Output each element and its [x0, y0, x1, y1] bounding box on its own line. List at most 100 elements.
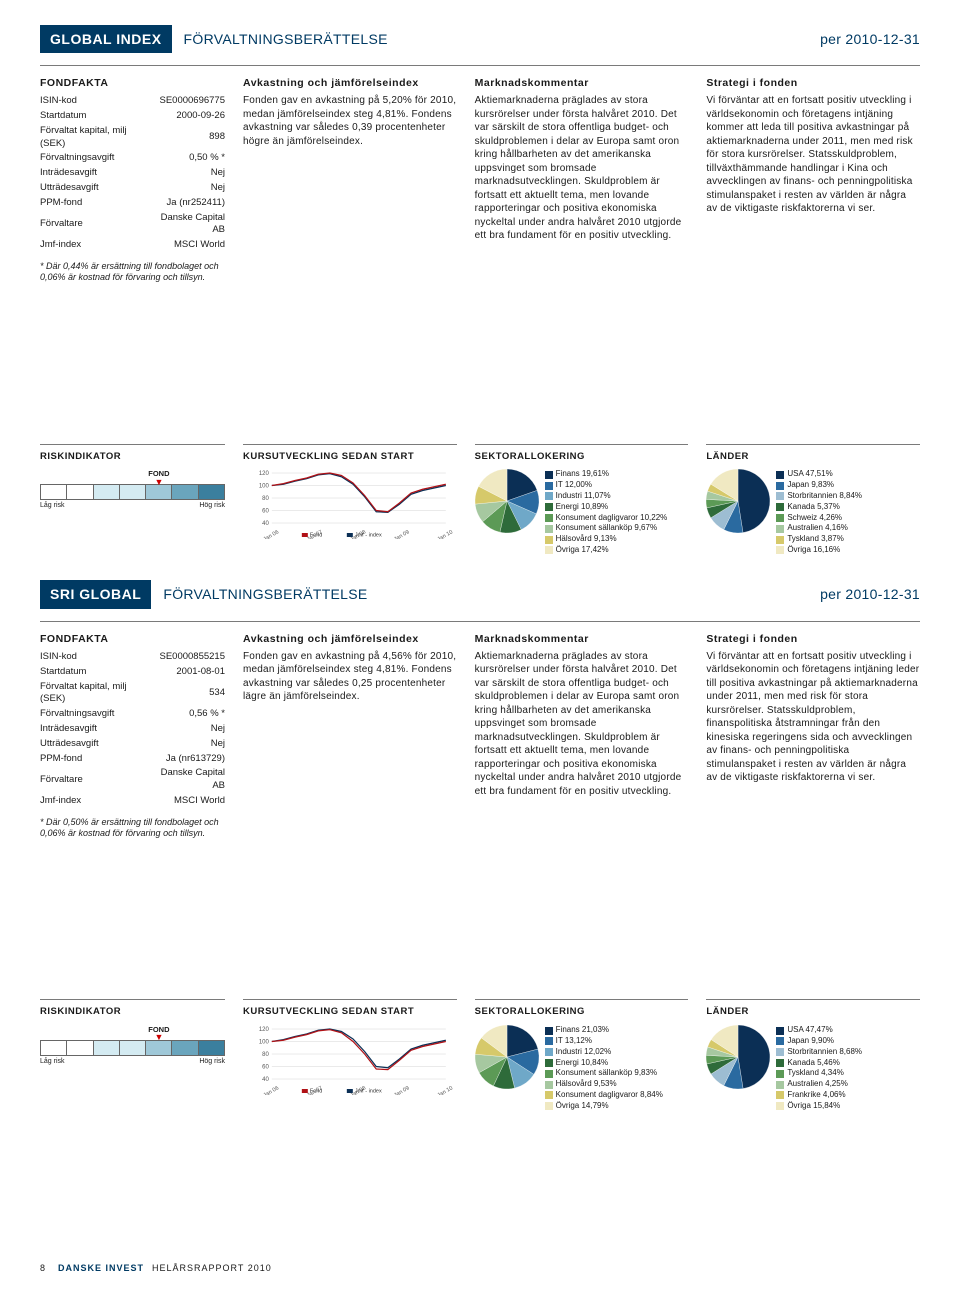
svg-text:Jan 09: Jan 09	[393, 530, 410, 540]
table-row: InträdesavgiftNej	[40, 722, 225, 737]
widget-head: KURSUTVECKLING SEDAN START	[243, 451, 457, 464]
legend-row: Finans 21,03%	[545, 1025, 689, 1036]
svg-text:60: 60	[262, 1065, 269, 1071]
line-chart: KURSUTVECKLING SEDAN START120100806040Ja…	[243, 1006, 457, 1099]
page-footer: 8DANSKE INVESTHELÅRSRAPPORT 2010	[40, 1262, 920, 1274]
table-row: FörvaltareDanske Capital AB	[40, 211, 225, 239]
banner-title: GLOBAL INDEX	[40, 25, 172, 54]
fact-key: PPM-fond	[40, 752, 148, 767]
pie-widget: LÄNDERUSA 47,51%Japan 9,83%Storbritannie…	[706, 451, 920, 556]
svg-text:40: 40	[262, 1077, 269, 1083]
svg-text:Jan 10: Jan 10	[437, 530, 454, 540]
svg-text:100: 100	[259, 1040, 270, 1046]
risk-indicator: RISKINDIKATORFOND▼Låg riskHög risk	[40, 1006, 225, 1067]
legend-swatch	[545, 1037, 553, 1045]
legend-row: Storbritannien 8,68%	[776, 1047, 920, 1058]
legend-row: Konsument dagligvaror 10,22%	[545, 513, 689, 524]
legend-swatch	[545, 1048, 553, 1056]
legend-row: Övriga 14,79%	[545, 1101, 689, 1112]
risk-indicator: RISKINDIKATORFOND▼Låg riskHög risk	[40, 451, 225, 512]
legend-row: Övriga 17,42%	[545, 545, 689, 556]
col-body: Fonden gav en avkastning på 5,20% för 20…	[243, 94, 457, 148]
widget-head: RISKINDIKATOR	[40, 451, 225, 464]
legend-label: Tyskland 4,34%	[787, 1068, 843, 1079]
legend-swatch	[776, 1037, 784, 1045]
fact-val: 534	[148, 680, 225, 708]
text-col: Strategi i fondenVi förväntar att en for…	[706, 76, 920, 284]
legend-swatch	[776, 1027, 784, 1035]
fact-val: 0,50 % *	[148, 151, 225, 166]
col-body: Aktiemarknaderna präglades av stora kurs…	[475, 94, 689, 243]
fondfakta: FONDFAKTAISIN-kodSE0000696775Startdatum2…	[40, 76, 225, 284]
text-col: Avkastning och jämförelseindexFonden gav…	[243, 632, 457, 840]
legend-row: Finans 19,61%	[545, 469, 689, 480]
legend-swatch	[776, 514, 784, 522]
widget-head: KURSUTVECKLING SEDAN START	[243, 1006, 457, 1019]
table-row: ISIN-kodSE0000855215	[40, 650, 225, 665]
legend-label: Kanada 5,37%	[787, 502, 840, 513]
legend-label: Japan 9,90%	[787, 1036, 834, 1047]
widget-row: RISKINDIKATORFOND▼Låg riskHög risk KURSUT…	[40, 444, 920, 556]
legend-swatch	[545, 525, 553, 533]
legend-label: Hälsovård 9,13%	[556, 534, 617, 545]
fact-footnote: * Där 0,50% är ersättning till fondbolag…	[40, 817, 225, 840]
legend-swatch	[776, 546, 784, 554]
legend-label: Schweiz 4,26%	[787, 513, 842, 524]
legend-row: Frankrike 4,06%	[776, 1090, 920, 1101]
fact-val: Ja (nr613729)	[148, 752, 225, 767]
text-col: Strategi i fondenVi förväntar att en for…	[706, 632, 920, 840]
legend-label: Japan 9,83%	[787, 480, 834, 491]
col-head: Avkastning och jämförelseindex	[243, 76, 457, 90]
legend-label: Tyskland 3,87%	[787, 534, 843, 545]
legend-label: USA 47,47%	[787, 1025, 832, 1036]
fact-key: Utträdesavgift	[40, 737, 148, 752]
fact-val: Danske Capital AB	[148, 211, 225, 239]
legend-row: Övriga 16,16%	[776, 545, 920, 556]
svg-text:60: 60	[262, 509, 269, 515]
svg-text:80: 80	[262, 496, 269, 502]
legend-swatch	[545, 536, 553, 544]
legend-row: Industri 11,07%	[545, 491, 689, 502]
legend-swatch	[776, 1091, 784, 1099]
table-row: UtträdesavgiftNej	[40, 737, 225, 752]
legend-label: IT 13,12%	[556, 1036, 592, 1047]
table-row: Förvaltat kapital, milj (SEK)534	[40, 680, 225, 708]
legend-label: Frankrike 4,06%	[787, 1090, 845, 1101]
legend-label: Energi 10,84%	[556, 1058, 608, 1069]
col-head: Marknadskommentar	[475, 76, 689, 90]
fact-val: MSCI World	[148, 794, 225, 809]
legend-label: Industri 12,02%	[556, 1047, 612, 1058]
banner-title: SRI GLOBAL	[40, 580, 151, 609]
svg-text:120: 120	[259, 1027, 270, 1033]
legend-row: Australien 4,16%	[776, 523, 920, 534]
fact-val: Nej	[148, 737, 225, 752]
fact-val: Danske Capital AB	[148, 766, 225, 794]
fact-key: Jmf-index	[40, 238, 148, 253]
legend-label: Storbritannien 8,68%	[787, 1047, 862, 1058]
fondfakta: FONDFAKTAISIN-kodSE0000855215Startdatum2…	[40, 632, 225, 840]
text-row: FONDFAKTAISIN-kodSE0000696775Startdatum2…	[40, 65, 920, 284]
pie-widget: SEKTORALLOKERINGFinans 21,03%IT 13,12%In…	[475, 1006, 689, 1111]
legend-swatch	[545, 1102, 553, 1110]
legend-row: Övriga 15,84%	[776, 1101, 920, 1112]
legend-row: Konsument sällanköp 9,83%	[545, 1068, 689, 1079]
fact-key: Inträdesavgift	[40, 722, 148, 737]
svg-text:Jmf - index: Jmf - index	[355, 533, 382, 539]
legend-label: Finans 21,03%	[556, 1025, 609, 1036]
widget-head: LÄNDER	[706, 451, 920, 464]
fact-val: Ja (nr252411)	[148, 196, 225, 211]
legend-label: Storbritannien 8,84%	[787, 491, 862, 502]
widget-row: RISKINDIKATORFOND▼Låg riskHög risk KURSUT…	[40, 999, 920, 1111]
fact-val: 898	[148, 124, 225, 152]
legend-row: Konsument sällanköp 9,67%	[545, 523, 689, 534]
widget-head: SEKTORALLOKERING	[475, 451, 689, 464]
legend-label: Australien 4,25%	[787, 1079, 847, 1090]
fact-key: PPM-fond	[40, 196, 148, 211]
legend-label: Industri 11,07%	[556, 491, 611, 502]
banner-date: per 2010-12-31	[820, 585, 920, 604]
text-col: Marknadskommentar Aktiemarknaderna prägla…	[475, 76, 689, 284]
legend-row: Industri 12,02%	[545, 1047, 689, 1058]
fact-key: Förvaltningsavgift	[40, 707, 148, 722]
legend-label: Konsument dagligvaror 10,22%	[556, 513, 668, 524]
legend-swatch	[545, 1081, 553, 1089]
